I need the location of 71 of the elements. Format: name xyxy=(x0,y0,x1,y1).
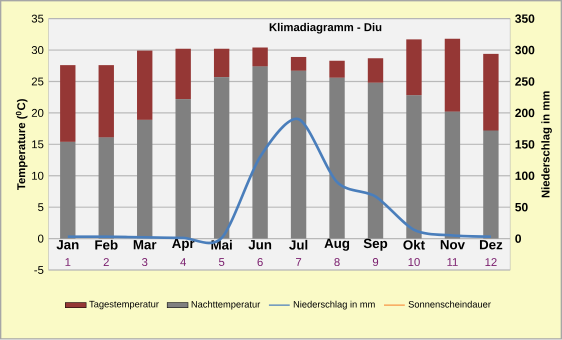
y2-tick-label: 300 xyxy=(515,46,534,55)
bar xyxy=(329,78,345,239)
y-tick-label: 30 xyxy=(32,46,44,54)
bar xyxy=(444,38,460,112)
bar xyxy=(406,96,422,239)
y-tick-label: 15 xyxy=(32,140,44,149)
y-tick-label: -5 xyxy=(34,266,44,274)
bar xyxy=(406,40,422,96)
bar xyxy=(368,58,384,83)
annotation: 5 xyxy=(218,258,224,266)
bar xyxy=(252,48,268,67)
annotation: 7 xyxy=(296,258,302,266)
bar xyxy=(290,57,306,72)
x-tick-label: Nov xyxy=(440,240,465,250)
x-tick-label: Jan xyxy=(56,240,78,250)
bar xyxy=(252,66,268,239)
annotation: 8 xyxy=(334,258,340,266)
x-tick-label: Mar xyxy=(134,240,156,250)
bar xyxy=(368,82,384,239)
x-tick-label: Sep xyxy=(364,238,388,252)
annotation: 2 xyxy=(104,258,109,266)
x-tick-label: Jul xyxy=(289,240,308,250)
y2-tick-label: 350 xyxy=(515,14,534,24)
y-tick-label: 10 xyxy=(32,172,44,180)
y2-tick-label: 250 xyxy=(515,77,534,86)
annotation: 3 xyxy=(142,258,148,266)
bar xyxy=(98,65,114,138)
legend-label: Sonnenscheindauer xyxy=(408,301,491,308)
annotation: 11 xyxy=(447,258,458,266)
y-tick-label: 20 xyxy=(32,109,44,118)
bar xyxy=(483,130,499,239)
legend-label: Tagestemperatur xyxy=(89,301,159,310)
y2-axis-title: Niederschlag in mm xyxy=(541,92,552,198)
x-tick-label: Aug xyxy=(324,239,350,251)
bar xyxy=(214,49,230,78)
annotation: 10 xyxy=(408,258,420,266)
y-tick-label: 35 xyxy=(32,14,44,23)
bar xyxy=(60,65,76,142)
bar xyxy=(444,112,460,239)
y2-tick-label: 200 xyxy=(515,108,534,118)
x-tick-label: Dez xyxy=(480,240,502,250)
annotation: 1 xyxy=(66,258,70,266)
y-tick-label: 5 xyxy=(38,203,44,212)
bar xyxy=(214,77,230,239)
x-tick-label: Apr xyxy=(172,239,194,251)
y2-tick-label: 150 xyxy=(516,140,534,149)
y-tick-label: 25 xyxy=(32,78,44,86)
x-tick-label: Jun xyxy=(248,240,272,250)
bar xyxy=(290,71,306,239)
bar xyxy=(137,50,152,120)
legend-label: Niederschlag in mm xyxy=(294,301,375,310)
x-tick-label: Okt xyxy=(403,240,425,250)
y2-tick-label: 0 xyxy=(515,234,522,244)
bar xyxy=(483,54,499,131)
legend-label: Nachttemperatur xyxy=(192,301,260,310)
y-tick-label: 0 xyxy=(38,234,44,243)
annotation: 12 xyxy=(485,258,497,266)
y2-tick-label: 50 xyxy=(515,203,528,212)
bar xyxy=(137,120,152,239)
bar xyxy=(175,99,191,239)
bar xyxy=(98,138,114,239)
bar xyxy=(175,49,191,100)
annotation: 4 xyxy=(180,258,186,266)
x-tick-label: Feb xyxy=(95,240,118,250)
annotation: 9 xyxy=(372,258,378,266)
y-axis-title: Temperature ($^{0}$C) xyxy=(16,99,28,190)
chart-title: Klimadiagramm - Diu xyxy=(270,23,382,34)
y2-tick-label: 100 xyxy=(516,172,534,180)
annotation: 6 xyxy=(258,258,263,266)
bar xyxy=(60,142,76,239)
bar xyxy=(329,60,345,78)
